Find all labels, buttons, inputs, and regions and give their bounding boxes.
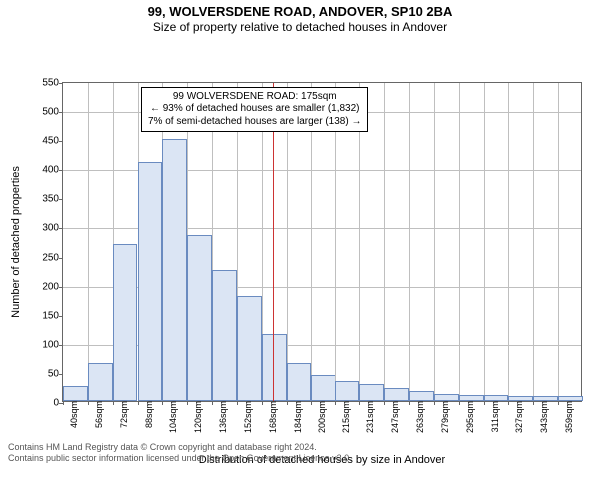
xtick-label: 279sqm bbox=[438, 401, 450, 433]
ytick-label: 100 bbox=[42, 339, 63, 350]
xtick-mark bbox=[138, 401, 139, 405]
xtick-mark bbox=[63, 401, 64, 405]
xtick-mark bbox=[335, 401, 336, 405]
xtick-label: 184sqm bbox=[291, 401, 303, 433]
xtick-label: 247sqm bbox=[388, 401, 400, 433]
xtick-mark bbox=[484, 401, 485, 405]
grid-line-v bbox=[558, 83, 559, 401]
ytick-label: 150 bbox=[42, 310, 63, 321]
xtick-label: 327sqm bbox=[512, 401, 524, 433]
xtick-mark bbox=[434, 401, 435, 405]
xtick-mark bbox=[287, 401, 288, 405]
histogram-bar bbox=[359, 384, 384, 401]
histogram-bar bbox=[287, 363, 312, 401]
ytick-label: 350 bbox=[42, 194, 63, 205]
xtick-label: 263sqm bbox=[413, 401, 425, 433]
grid-line-v bbox=[459, 83, 460, 401]
xtick-label: 343sqm bbox=[537, 401, 549, 433]
grid-line-v bbox=[508, 83, 509, 401]
ytick-label: 450 bbox=[42, 136, 63, 147]
xtick-label: 72sqm bbox=[117, 401, 129, 428]
histogram-bar bbox=[138, 162, 163, 401]
xtick-mark bbox=[187, 401, 188, 405]
xtick-mark bbox=[113, 401, 114, 405]
xtick-label: 359sqm bbox=[562, 401, 574, 433]
ytick-label: 500 bbox=[42, 107, 63, 118]
footnote: Contains HM Land Registry data © Crown c… bbox=[0, 438, 600, 468]
histogram-bar bbox=[384, 388, 409, 401]
ytick-label: 200 bbox=[42, 281, 63, 292]
y-axis-label: Number of detached properties bbox=[10, 166, 22, 318]
xtick-label: 231sqm bbox=[363, 401, 375, 433]
ytick-label: 250 bbox=[42, 252, 63, 263]
histogram-bar bbox=[63, 386, 88, 401]
page-title: 99, WOLVERSDENE ROAD, ANDOVER, SP10 2BA bbox=[0, 0, 600, 20]
xtick-mark bbox=[262, 401, 263, 405]
xtick-mark bbox=[533, 401, 534, 405]
xtick-mark bbox=[359, 401, 360, 405]
xtick-label: 215sqm bbox=[339, 401, 351, 433]
xtick-label: 136sqm bbox=[216, 401, 228, 433]
histogram-bar bbox=[335, 381, 360, 401]
histogram-bar bbox=[262, 334, 287, 401]
histogram-bar bbox=[237, 296, 262, 401]
grid-line-v bbox=[533, 83, 534, 401]
ytick-label: 400 bbox=[42, 165, 63, 176]
xtick-label: 56sqm bbox=[92, 401, 104, 428]
annotation-box: 99 WOLVERSDENE ROAD: 175sqm ← 93% of det… bbox=[141, 87, 368, 133]
xtick-mark bbox=[459, 401, 460, 405]
xtick-label: 311sqm bbox=[488, 401, 500, 432]
histogram-bar bbox=[187, 235, 212, 401]
xtick-label: 200sqm bbox=[315, 401, 327, 433]
xtick-mark bbox=[508, 401, 509, 405]
histogram-bar bbox=[311, 375, 336, 401]
xtick-label: 88sqm bbox=[142, 401, 154, 428]
xtick-mark bbox=[384, 401, 385, 405]
footnote-line-1: Contains HM Land Registry data © Crown c… bbox=[8, 442, 592, 453]
histogram-bar bbox=[434, 394, 459, 401]
histogram-bar bbox=[212, 270, 237, 401]
annotation-line-3: 7% of semi-detached houses are larger (1… bbox=[148, 116, 361, 129]
xtick-mark bbox=[558, 401, 559, 405]
xtick-label: 168sqm bbox=[266, 401, 278, 433]
xtick-mark bbox=[409, 401, 410, 405]
xtick-mark bbox=[311, 401, 312, 405]
ytick-label: 300 bbox=[42, 223, 63, 234]
xtick-label: 40sqm bbox=[67, 401, 79, 428]
grid-line-v bbox=[409, 83, 410, 401]
xtick-label: 120sqm bbox=[191, 401, 203, 433]
xtick-label: 104sqm bbox=[166, 401, 178, 433]
plot-area: 99 WOLVERSDENE ROAD: 175sqm ← 93% of det… bbox=[62, 82, 582, 402]
page-subtitle: Size of property relative to detached ho… bbox=[0, 20, 600, 38]
histogram-bar bbox=[162, 139, 187, 401]
footnote-line-2: Contains public sector information licen… bbox=[8, 453, 592, 464]
grid-line-v bbox=[484, 83, 485, 401]
ytick-label: 550 bbox=[42, 77, 63, 88]
xtick-mark bbox=[237, 401, 238, 405]
xtick-mark bbox=[162, 401, 163, 405]
histogram-bar bbox=[88, 363, 113, 401]
ytick-label: 0 bbox=[53, 397, 63, 408]
histogram-bar bbox=[409, 391, 434, 401]
annotation-line-1: 99 WOLVERSDENE ROAD: 175sqm bbox=[148, 91, 361, 104]
xtick-label: 295sqm bbox=[463, 401, 475, 433]
xtick-label: 152sqm bbox=[241, 401, 253, 433]
grid-line-v bbox=[88, 83, 89, 401]
xtick-mark bbox=[88, 401, 89, 405]
grid-line-v bbox=[434, 83, 435, 401]
grid-line-v bbox=[384, 83, 385, 401]
xtick-mark bbox=[212, 401, 213, 405]
ytick-label: 50 bbox=[48, 368, 63, 379]
histogram-bar bbox=[113, 244, 138, 401]
annotation-line-2: ← 93% of detached houses are smaller (1,… bbox=[148, 103, 361, 116]
